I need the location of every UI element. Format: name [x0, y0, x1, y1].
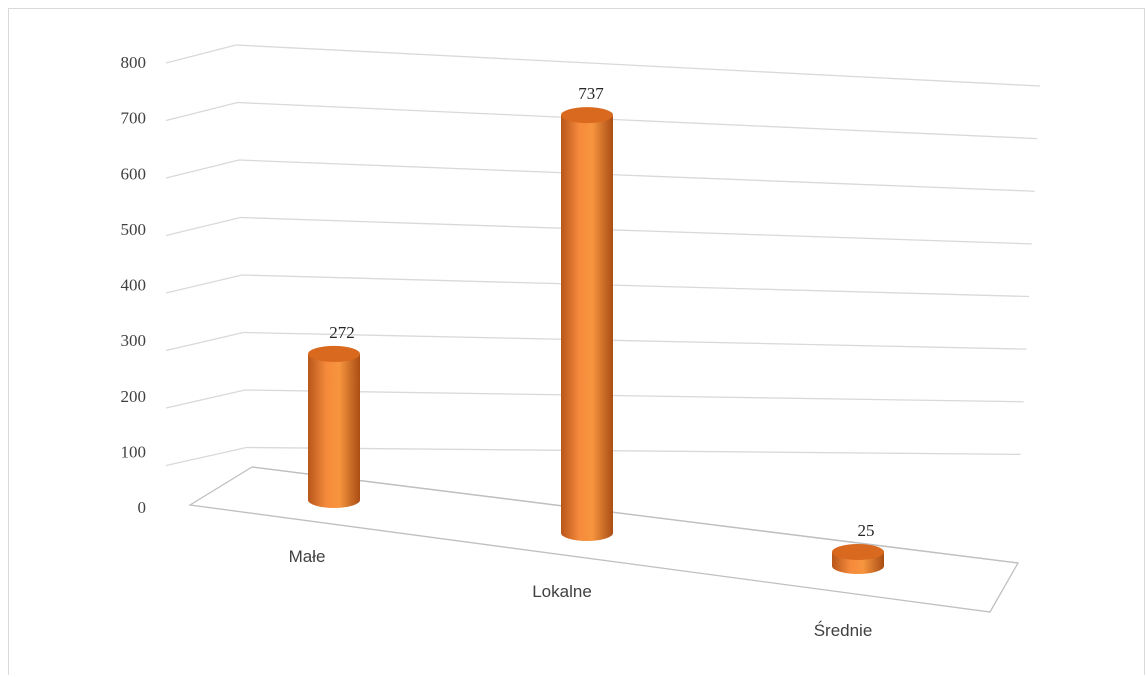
y-axis-labels: 0 100 200 300 400 500 600 700 800 [121, 53, 147, 517]
gridline [243, 331, 1027, 350]
gridline-tick [165, 216, 241, 237]
data-label: 25 [858, 521, 875, 540]
gridline-tick [165, 331, 244, 352]
bar-top [308, 345, 360, 362]
y-tick-label: 400 [121, 276, 147, 295]
bar-top [561, 107, 613, 124]
y-tick-label: 800 [121, 53, 147, 72]
bar-3: 25 [832, 521, 884, 574]
grid-layer [165, 44, 1041, 613]
floor-back-edge [251, 466, 1019, 564]
bar-body [308, 353, 360, 508]
y-tick-label: 600 [121, 164, 147, 183]
bar-body [561, 115, 613, 541]
gridline [244, 389, 1024, 403]
bars-layer: 272 737 25 [308, 84, 884, 574]
gridline-tick [165, 159, 240, 179]
data-label: 737 [578, 84, 604, 103]
gridline [240, 216, 1032, 245]
x-category-label: Średnie [814, 621, 873, 640]
y-tick-label: 200 [121, 387, 147, 406]
bar-top [832, 544, 884, 560]
gridline [246, 446, 1021, 456]
bar-1: 272 [308, 323, 360, 508]
gridline-tick [165, 101, 238, 122]
y-tick-label: 100 [121, 442, 147, 461]
gridline-tick [165, 389, 246, 409]
x-category-label: Małe [289, 547, 326, 566]
gridline [238, 159, 1035, 192]
gridline-tick [165, 274, 243, 294]
bar-2: 737 [561, 84, 613, 541]
y-tick-label: 700 [121, 109, 147, 128]
gridline [237, 101, 1038, 140]
gridline [241, 274, 1030, 298]
chart-frame [8, 8, 1145, 675]
gridline-tick [165, 44, 237, 64]
y-tick-label: 0 [138, 498, 147, 517]
y-tick-label: 500 [121, 220, 147, 239]
data-label: 272 [329, 323, 355, 342]
gridline-tick [165, 446, 247, 467]
gridline [235, 44, 1041, 87]
y-tick-label: 300 [121, 331, 147, 350]
category-labels: Małe Lokalne Średnie [289, 547, 873, 640]
x-category-label: Lokalne [532, 582, 592, 601]
